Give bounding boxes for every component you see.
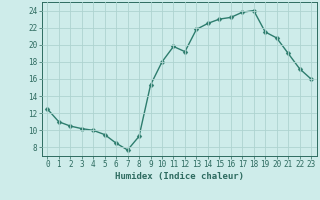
- X-axis label: Humidex (Indice chaleur): Humidex (Indice chaleur): [115, 172, 244, 181]
